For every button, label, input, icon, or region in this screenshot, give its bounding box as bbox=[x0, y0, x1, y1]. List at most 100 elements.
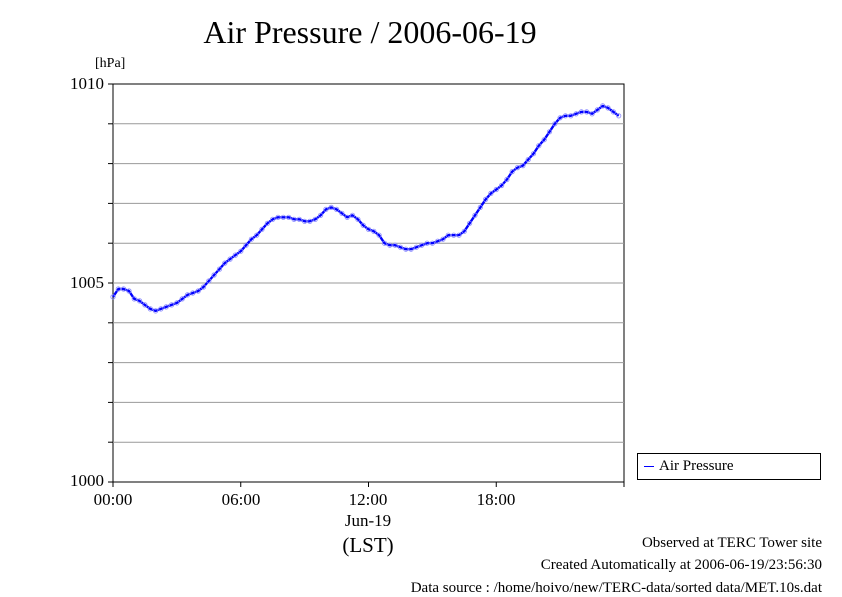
legend-swatch bbox=[644, 466, 654, 467]
data-point bbox=[163, 304, 169, 310]
data-point bbox=[243, 242, 249, 248]
x-tick-label-1800: 18:00 bbox=[476, 490, 516, 509]
data-point bbox=[525, 157, 531, 163]
data-point bbox=[131, 296, 137, 302]
data-point bbox=[275, 214, 281, 220]
data-point bbox=[445, 232, 451, 238]
data-point bbox=[376, 232, 382, 238]
data-point bbox=[317, 212, 324, 218]
data-point bbox=[137, 298, 143, 304]
data-point bbox=[616, 113, 622, 119]
y-tick-label-1005: 1005 bbox=[70, 273, 104, 292]
data-point bbox=[254, 232, 260, 238]
data-point bbox=[568, 113, 574, 119]
data-point bbox=[466, 220, 473, 226]
data-point bbox=[360, 222, 366, 228]
data-point bbox=[498, 182, 505, 189]
data-point bbox=[552, 121, 558, 127]
data-point bbox=[158, 306, 164, 312]
series-line-0 bbox=[112, 104, 620, 313]
data-point bbox=[110, 294, 116, 300]
x-tick-label-0600: 06:00 bbox=[221, 490, 261, 509]
data-point bbox=[142, 302, 148, 308]
data-point bbox=[200, 284, 207, 290]
x-tick-label-1200: 12:00 bbox=[348, 490, 388, 509]
data-point bbox=[520, 163, 526, 169]
data-point bbox=[573, 111, 579, 117]
y-tick-label-1010: 1010 bbox=[70, 74, 104, 93]
data-point bbox=[435, 238, 441, 244]
data-point bbox=[514, 165, 521, 171]
data-point bbox=[264, 220, 270, 226]
legend-label: Air Pressure bbox=[659, 458, 734, 474]
data-point bbox=[557, 115, 563, 121]
data-point bbox=[456, 232, 462, 238]
data-point bbox=[222, 260, 228, 266]
data-point bbox=[174, 300, 180, 306]
data-point bbox=[403, 246, 409, 252]
x-date-label: Jun-19 bbox=[344, 511, 392, 530]
data-point bbox=[413, 244, 419, 250]
data-point bbox=[280, 214, 286, 220]
data-point bbox=[578, 109, 585, 115]
data-point bbox=[371, 228, 377, 234]
x-axis-label: (LST) bbox=[342, 533, 394, 557]
data-point bbox=[600, 103, 606, 109]
data-point bbox=[355, 216, 361, 222]
data-point bbox=[419, 242, 425, 248]
footer-source: Data source : /home/hoivo/new/TERC-data/… bbox=[410, 580, 822, 596]
data-point bbox=[610, 109, 617, 115]
legend: Air Pressure bbox=[637, 453, 821, 480]
data-point bbox=[605, 105, 611, 111]
data-point bbox=[424, 240, 430, 246]
data-point bbox=[493, 186, 499, 193]
data-point bbox=[184, 292, 191, 298]
data-point bbox=[126, 288, 132, 294]
data-point bbox=[232, 252, 238, 258]
data-point bbox=[115, 286, 121, 292]
x-tick-label-0000: 00:00 bbox=[93, 490, 133, 509]
data-point bbox=[461, 228, 467, 234]
data-point bbox=[392, 242, 398, 248]
data-point bbox=[397, 244, 403, 250]
data-point bbox=[190, 290, 196, 296]
y-unit-label: [hPa] bbox=[95, 56, 126, 71]
data-point bbox=[387, 242, 393, 248]
data-point bbox=[291, 216, 297, 222]
footer-observed: Observed at TERC Tower site bbox=[641, 535, 822, 551]
data-point bbox=[248, 236, 254, 242]
data-point bbox=[121, 286, 127, 292]
data-point bbox=[504, 176, 510, 183]
data-point bbox=[536, 143, 542, 149]
data-point bbox=[206, 278, 212, 284]
data-point bbox=[408, 246, 414, 252]
data-point bbox=[541, 137, 547, 143]
data-point bbox=[238, 248, 244, 254]
data-point bbox=[179, 296, 185, 302]
data-point bbox=[227, 256, 233, 262]
data-point bbox=[339, 210, 345, 216]
y-tick-label-1000: 1000 bbox=[70, 471, 104, 490]
data-point bbox=[584, 109, 590, 115]
data-point bbox=[270, 216, 276, 222]
data-point bbox=[562, 113, 569, 119]
footer-created: Created Automatically at 2006-06-19/23:5… bbox=[540, 557, 822, 573]
data-point bbox=[594, 107, 601, 113]
data-point bbox=[482, 196, 489, 202]
data-point bbox=[307, 218, 313, 224]
data-point bbox=[169, 302, 175, 308]
data-point bbox=[211, 272, 217, 278]
data-point bbox=[381, 240, 388, 246]
data-point bbox=[153, 308, 159, 314]
data-point bbox=[365, 226, 372, 232]
data-point bbox=[477, 204, 483, 210]
data-point bbox=[509, 169, 515, 175]
data-point bbox=[530, 151, 537, 157]
data-point bbox=[259, 226, 265, 232]
data-point bbox=[546, 129, 553, 135]
data-point bbox=[333, 206, 340, 212]
data-point bbox=[349, 212, 356, 218]
data-point bbox=[451, 232, 457, 238]
data-point bbox=[323, 206, 329, 212]
